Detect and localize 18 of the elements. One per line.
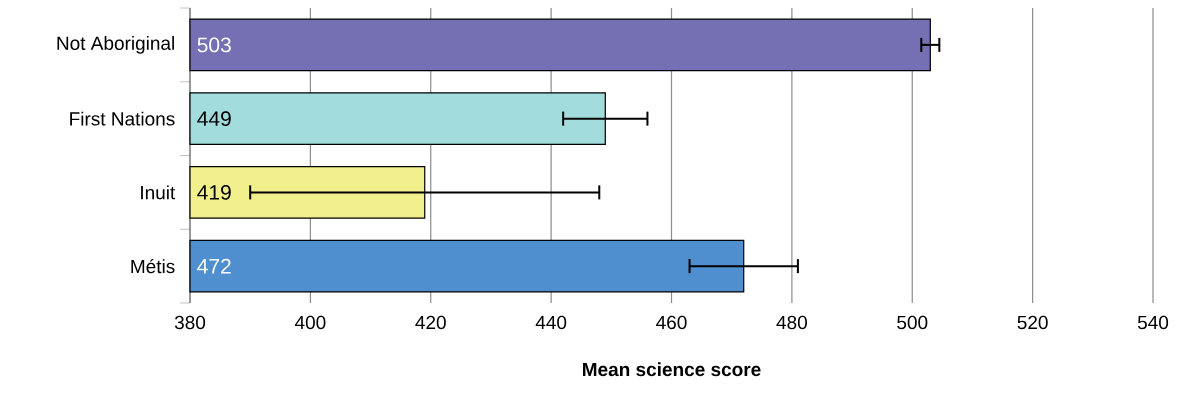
data-label: 419 (197, 184, 231, 200)
data-label: 503 (197, 37, 231, 53)
x-tick-label: 460 (656, 315, 687, 330)
x-tick-label: 540 (1137, 315, 1169, 330)
data-label: 449 (197, 111, 231, 127)
x-tick-label: 440 (535, 315, 567, 330)
x-axis-title: Mean science score (583, 362, 761, 377)
x-tick-label: 380 (174, 315, 206, 330)
x-tick-label: 500 (897, 315, 928, 330)
y-tick-label: First Nations (70, 111, 175, 126)
data-label: 472 (197, 258, 231, 274)
y-tick-label: Not Aboriginal (57, 36, 174, 54)
x-tick-label: 400 (294, 315, 326, 330)
x-tick-label: 420 (415, 315, 446, 330)
y-tick-label: Inuit (141, 185, 176, 200)
x-tick-label: 520 (1017, 315, 1048, 330)
y-tick-label: Métis (131, 259, 175, 274)
x-tick-label: 480 (776, 315, 807, 330)
